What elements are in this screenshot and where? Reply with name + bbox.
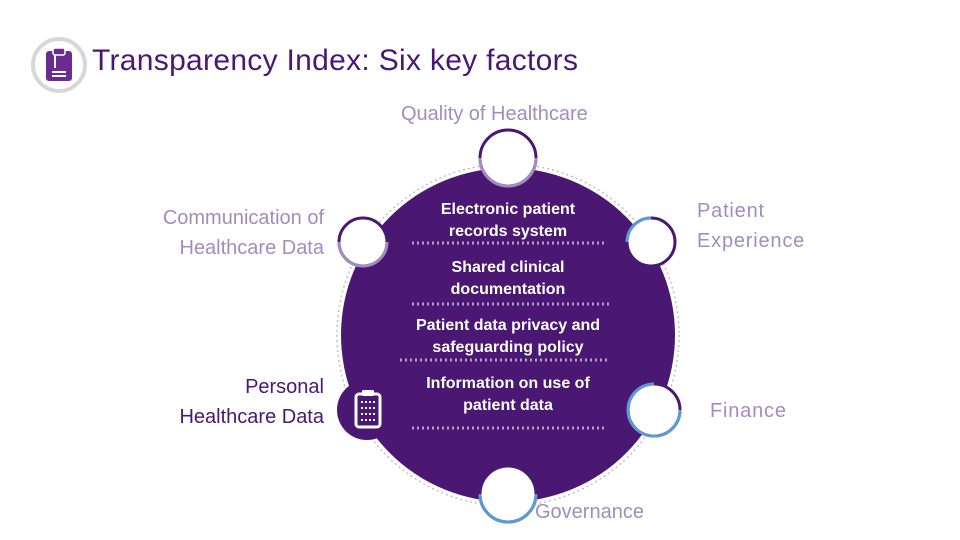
node-personal	[337, 380, 397, 440]
item-line: records system	[448, 223, 568, 240]
factor-line: Healthcare Data	[179, 237, 324, 259]
item-line: Information on use of	[426, 375, 590, 392]
item-line: Electronic patient	[440, 201, 576, 218]
node-governance	[478, 464, 538, 524]
factor-line: Communication of	[162, 207, 324, 229]
header-clipboard-badge	[31, 37, 87, 93]
factor-line: Personal	[245, 376, 324, 398]
factor-line: Experience	[697, 230, 806, 252]
item-line: Patient data privacy and	[415, 317, 601, 334]
item-electronic-records: Electronic patient records system	[398, 199, 618, 243]
item-line: documentation	[450, 281, 566, 298]
factor-line: Healthcare Data	[179, 406, 324, 428]
factor-line: Patient	[697, 200, 765, 222]
clipboard-icon	[46, 48, 72, 81]
item-shared-documentation: Shared clinical documentation	[398, 257, 618, 301]
factor-finance: Finance	[710, 400, 787, 422]
item-line: Shared clinical	[451, 259, 565, 276]
factor-quality-of-healthcare: Quality of Healthcare	[401, 103, 588, 125]
factor-personal-healthcare-data: Personal Healthcare Data	[179, 372, 324, 432]
item-line: patient data	[463, 397, 553, 414]
factor-communication: Communication of Healthcare Data	[163, 203, 324, 263]
factor-patient-experience: Patient Experience	[697, 196, 805, 256]
item-privacy-policy: Patient data privacy and safeguarding po…	[398, 315, 618, 359]
central-circle	[341, 168, 675, 502]
node-patient-experience	[625, 216, 677, 268]
page-title: Transparency Index: Six key factors	[92, 44, 579, 77]
node-quality	[478, 128, 538, 188]
node-communication	[337, 216, 389, 268]
factor-governance: Governance	[535, 501, 644, 523]
item-line: safeguarding policy	[432, 339, 584, 356]
node-finance	[626, 382, 682, 438]
item-information-use: Information on use of patient data	[398, 373, 618, 417]
